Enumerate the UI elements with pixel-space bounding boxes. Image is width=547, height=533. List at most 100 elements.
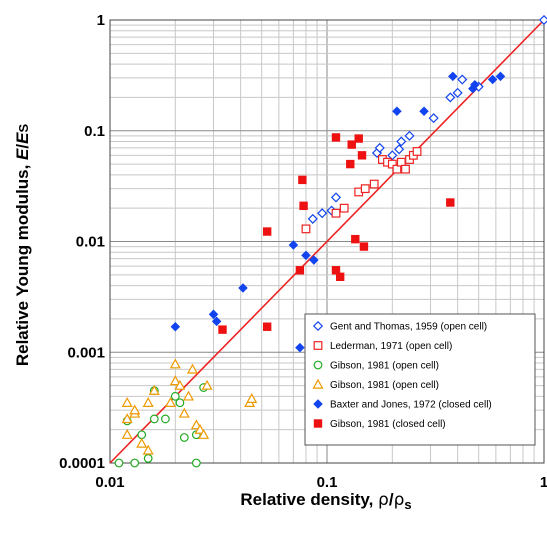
data-point-series-6 — [359, 242, 369, 251]
data-point-series-6 — [331, 133, 341, 142]
data-point-series-2 — [401, 164, 410, 174]
data-point-series-4 — [136, 437, 148, 448]
legend-marker — [312, 320, 324, 332]
data-point-series-6 — [346, 159, 355, 169]
data-point-series-4 — [174, 379, 186, 390]
data-point-series-1 — [404, 130, 415, 141]
data-point-series-6 — [298, 175, 307, 185]
tick-labels: 0.01 0.1 1 0.0001 0.001 0.01 0.1 1 — [59, 12, 547, 491]
data-point-series-5 — [170, 321, 181, 332]
data-point-series-1 — [445, 92, 456, 103]
data-point-series-3 — [143, 454, 153, 463]
data-point-series-3 — [160, 414, 170, 424]
data-point-series-3 — [175, 398, 185, 408]
x-axis-title-slash: / — [389, 490, 394, 509]
data-point-series-6 — [446, 198, 455, 207]
data-point-series-6 — [218, 325, 227, 334]
x-axis-title-sub: s — [404, 497, 411, 512]
data-point-series-4 — [121, 397, 133, 407]
legend-label: Gent and Thomas, 1959 (open cell) — [330, 322, 487, 333]
data-point-series-4 — [169, 358, 181, 369]
data-point-series-5 — [238, 283, 248, 293]
data-point-series-5 — [309, 255, 319, 265]
data-point-series-4 — [182, 390, 195, 401]
y-tick-label: 0.01 — [76, 234, 105, 251]
y-axis-title-slash: / — [13, 144, 32, 149]
y-tick-label: 0.0001 — [59, 455, 105, 472]
data-point-series-3 — [137, 430, 147, 440]
data-point-series-6 — [299, 201, 308, 211]
legend-marker — [313, 399, 323, 409]
legend-marker — [312, 378, 324, 389]
legend-marker — [313, 341, 323, 350]
data-point-series-5 — [495, 71, 506, 82]
data-point-series-4 — [164, 397, 177, 407]
data-point-series-1 — [317, 208, 328, 219]
data-point-series-2 — [331, 208, 341, 218]
data-point-series-6 — [262, 227, 272, 236]
y-axis-title-sub: S — [16, 124, 31, 133]
data-point-series-6 — [357, 151, 367, 160]
data-point-series-2 — [412, 147, 422, 156]
data-point-series-2 — [387, 159, 397, 169]
data-point-series-5 — [470, 80, 480, 90]
x-tick-label: 1 — [540, 474, 547, 491]
data-point-series-4 — [198, 428, 210, 439]
x-tick-label: 0.1 — [317, 474, 338, 491]
data-point-series-4 — [186, 363, 199, 374]
legend-label: Lederman, 1971 (open cell) — [330, 341, 452, 352]
data-points — [114, 14, 547, 468]
data-point-series-5 — [487, 74, 498, 85]
data-point-series-1 — [387, 150, 398, 161]
data-point-series-4 — [194, 423, 206, 434]
data-point-series-4 — [121, 413, 133, 424]
data-point-series-5 — [301, 250, 311, 261]
y-axis-title-e: E — [13, 148, 32, 160]
data-point-series-5 — [419, 106, 429, 117]
data-point-series-4 — [178, 407, 190, 418]
x-axis-title-main: Relative density, — [240, 490, 378, 509]
legend-label: Baxter and Jones, 1972 (closed cell) — [330, 400, 492, 411]
data-point-series-5 — [392, 106, 402, 117]
data-point-series-1 — [330, 192, 342, 203]
data-point-series-6 — [351, 234, 360, 244]
data-point-series-1 — [307, 213, 318, 224]
data-point-series-2 — [339, 203, 349, 213]
data-point-series-5 — [208, 309, 219, 320]
data-point-series-3 — [170, 391, 180, 401]
data-point-series-3 — [191, 458, 201, 468]
data-point-series-4 — [148, 384, 160, 395]
data-point-series-4 — [142, 444, 154, 455]
y-tick-label: 1 — [97, 12, 105, 29]
legend-marker — [313, 360, 323, 370]
data-point-series-3 — [149, 414, 159, 424]
y-axis-title-es: E — [13, 132, 32, 144]
data-point-series-4 — [201, 379, 213, 390]
x-axis-title-rho-s: ρ — [394, 490, 405, 510]
legend-box — [304, 313, 536, 446]
data-point-series-5 — [295, 342, 305, 353]
data-point-series-5 — [448, 71, 458, 82]
data-point-series-5 — [288, 240, 299, 250]
data-point-series-1 — [394, 144, 405, 155]
plot-frame — [109, 19, 545, 464]
data-point-series-6 — [354, 134, 363, 143]
data-point-series-6 — [347, 140, 356, 149]
data-point-series-1 — [452, 87, 463, 98]
data-point-series-1 — [457, 74, 468, 85]
legend-marker — [313, 419, 323, 428]
y-axis-title: Relative Young modulus, E/ES — [13, 124, 32, 367]
y-axis-title-main: Relative Young modulus, — [13, 160, 32, 366]
data-point-series-6 — [262, 322, 272, 331]
data-point-series-1 — [396, 136, 407, 147]
data-point-series-6 — [295, 266, 305, 275]
data-point-series-2 — [360, 184, 370, 194]
data-point-series-1 — [428, 113, 439, 124]
data-point-series-3 — [114, 458, 124, 468]
data-point-series-4 — [121, 428, 133, 439]
data-point-series-2 — [301, 224, 311, 234]
legend-label: Gibson, 1981 (open cell) — [330, 361, 439, 372]
data-point-series-3 — [179, 433, 189, 442]
legend: Gent and Thomas, 1959 (open cell) Lederma… — [304, 313, 536, 446]
